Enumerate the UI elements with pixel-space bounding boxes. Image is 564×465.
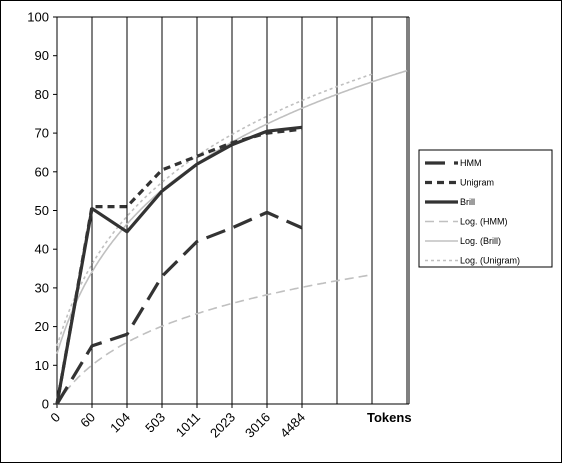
legend-label: HMM <box>460 158 482 168</box>
legend-label: Log. (Unigram) <box>460 256 520 266</box>
x-tick-label: 1011 <box>173 410 203 440</box>
x-tick-labels: 0 60 104 503 1011 2023 3016 4484 <box>47 404 308 441</box>
legend-box <box>418 149 553 268</box>
legend-label: Brill <box>460 197 475 207</box>
y-tick-label: 90 <box>35 48 49 63</box>
y-tick-label: 40 <box>35 242 49 257</box>
y-tick-label: 30 <box>35 280 49 295</box>
series-line-unigram <box>55 127 303 405</box>
y-tick-label: 100 <box>27 10 49 25</box>
x-tick-label: 3016 <box>242 410 273 441</box>
y-tick-labels: 0 10 20 30 40 50 60 70 80 90 100 <box>27 10 57 412</box>
x-tick-label: 60 <box>77 410 98 431</box>
legend-label: Unigram <box>460 178 494 188</box>
y-tick-label: 0 <box>42 397 49 412</box>
x-axis-label: Tokens <box>367 410 412 425</box>
legend-label: Log. (HMM) <box>460 217 508 227</box>
series-lines <box>55 69 408 405</box>
series-line-log-unigram <box>56 73 373 347</box>
series-line-hmm <box>55 210 303 405</box>
legend-label: Log. (Brill) <box>460 236 501 246</box>
y-tick-label: 20 <box>35 319 49 334</box>
x-tick-label: 0 <box>47 410 63 426</box>
y-tick-label: 70 <box>35 126 49 141</box>
x-tick-label: 2023 <box>207 410 238 441</box>
x-tick-label: 4484 <box>277 410 308 441</box>
y-tick-label: 80 <box>35 87 49 102</box>
y-tick-label: 10 <box>35 358 49 373</box>
x-tick-label: 503 <box>142 410 168 436</box>
series-line-brill <box>55 125 303 405</box>
y-tick-label: 50 <box>35 203 49 218</box>
x-tick-label: 104 <box>107 410 133 436</box>
axes <box>56 16 410 405</box>
series-line-log-hmm <box>56 274 373 405</box>
y-tick-label: 60 <box>35 164 49 179</box>
legend: HMM Unigram Brill Log. (HMM) Log. (Brill) Log… <box>418 149 553 268</box>
